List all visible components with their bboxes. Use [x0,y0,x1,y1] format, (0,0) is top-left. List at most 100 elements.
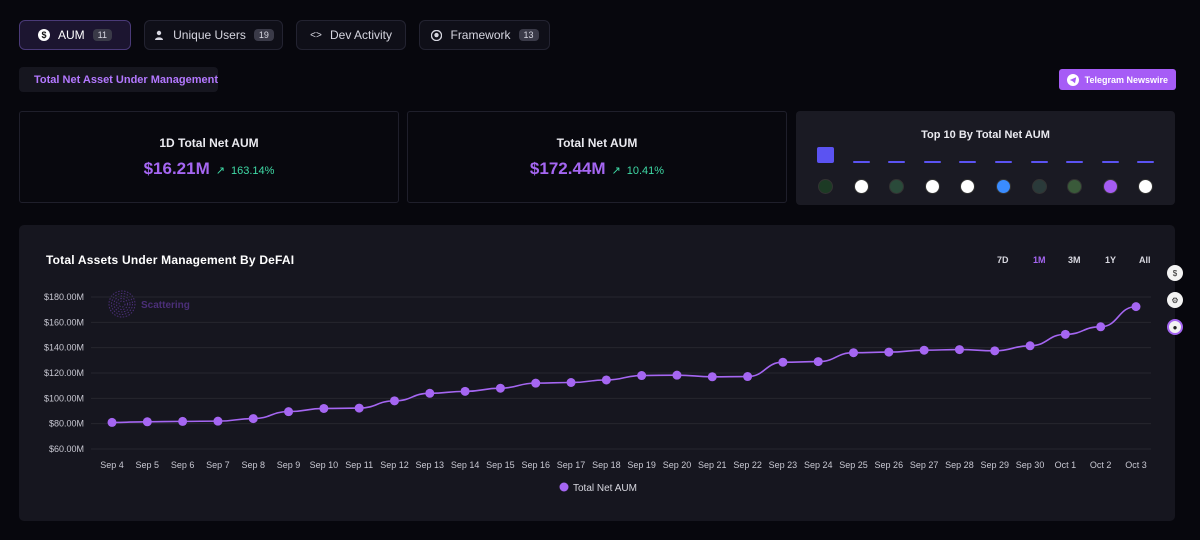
x-tick-label: Sep 29 [980,460,1009,470]
x-tick-label: Sep 20 [663,460,692,470]
tab-dev-activity[interactable]: <> Dev Activity [296,20,406,50]
range-3m[interactable]: 3M [1068,255,1081,265]
x-tick-label: Sep 21 [698,460,727,470]
x-tick-label: Sep 28 [945,460,974,470]
data-point [495,383,505,393]
data-point [1096,322,1106,332]
side-icon-1[interactable]: $ [1167,265,1183,281]
series-line [111,305,1137,424]
code-icon: <> [310,29,322,41]
data-point [707,372,717,382]
x-tick-label: Sep 4 [100,460,124,470]
data-point [248,414,258,424]
y-tick-label: $180.00M [44,292,84,302]
x-tick-label: Sep 14 [451,460,480,470]
total-aum-change: 10.41% [626,164,665,177]
tab-framework[interactable]: Framework 13 [419,20,550,50]
x-tick-label: Sep 13 [416,460,445,470]
data-point [178,416,188,426]
data-point [213,416,223,426]
x-tick-label: Sep 17 [557,460,586,470]
trend-up-icon: ↗ [215,164,225,177]
x-tick-label: Sep 11 [345,460,373,470]
data-point [319,403,329,413]
y-tick-label: $140.00M [44,343,84,353]
x-tick-label: Sep 30 [1016,460,1045,470]
daily-aum-value: $16.21M [143,158,210,178]
badge-icon[interactable] [1102,179,1118,194]
range-all[interactable]: All [1139,255,1151,265]
data-point [1131,302,1141,312]
x-tick-label: Sep 15 [486,460,515,470]
block-icon[interactable] [1138,179,1154,194]
data-point [460,386,470,396]
tab-aum-count: 11 [92,29,112,41]
tab-unique-users[interactable]: Unique Users 19 [144,20,283,50]
y-tick-label: $160.00M [44,317,84,327]
data-point [531,378,541,388]
top10-bar[interactable] [959,161,977,163]
tab-unique-users-label: Unique Users [173,28,246,42]
data-point [954,345,964,355]
data-point [637,371,647,381]
top10-bar[interactable] [923,161,941,163]
x-tick-label: Sep 24 [804,460,833,470]
x-tick-label: Sep 10 [310,460,339,470]
data-point [743,372,753,382]
tab-aum-label: AUM [57,28,85,42]
x-tick-label: Sep 16 [521,460,550,470]
top10-bar[interactable] [995,161,1012,163]
triangle-icon[interactable] [853,179,869,194]
data-point [284,407,294,417]
globe-icon[interactable] [889,179,905,194]
x-tick-label: Sep 27 [910,460,939,470]
x-tick-label: Oct 3 [1125,460,1147,470]
user-icon [153,29,165,41]
data-point [1025,341,1035,351]
data-point [849,348,859,358]
range-7d[interactable]: 7D [997,255,1009,265]
daily-aum-title: 1D Total Net AUM [159,135,259,150]
avatar-icon[interactable] [1067,179,1083,194]
tab-framework-count: 13 [518,29,539,41]
daily-aum-card: 1D Total Net AUM $16.21M ↗ 163.14% [19,111,399,203]
x-tick-label: Sep 19 [627,460,656,470]
telegram-newswire-label: Telegram Newswire [1084,74,1168,85]
top10-bar[interactable] [888,161,906,163]
data-point [354,403,364,413]
range-1y[interactable]: 1Y [1105,255,1117,265]
x-tick-label: Sep 6 [171,460,195,470]
drop-icon[interactable] [996,179,1011,194]
tab-aum[interactable]: $ AUM 11 [19,20,131,50]
top10-bar[interactable] [1101,161,1119,163]
tab-framework-label: Framework [450,28,511,42]
trend-up-icon: ↗ [611,164,621,177]
data-point [919,345,929,355]
top10-bar[interactable] [1137,161,1155,163]
top10-card: Top 10 By Total Net AUM [796,111,1175,205]
aixbt-icon[interactable] [818,179,833,194]
telegram-newswire-button[interactable]: Telegram Newswire [1058,69,1176,90]
top10-bars [796,147,1175,177]
x-icon[interactable] [960,179,976,194]
github-icon [430,29,442,41]
watermark-text: Scattering [141,300,190,311]
range-1m[interactable]: 1M [1033,255,1046,265]
side-icon-2[interactable]: ⚙ [1167,292,1183,308]
data-point [601,375,611,385]
data-point [813,357,823,367]
data-point [107,417,117,427]
top10-title: Top 10 By Total Net AUM [921,129,1050,141]
side-icon-3[interactable]: ● [1167,319,1183,335]
top10-bar[interactable] [1030,161,1048,163]
x-tick-label: Sep 25 [839,460,868,470]
data-point [142,417,152,427]
grid-icon[interactable] [924,179,940,194]
data-point [884,347,894,357]
top10-bar[interactable] [817,147,834,163]
top10-bar[interactable] [1066,161,1084,163]
top10-bar[interactable] [852,161,870,163]
y-tick-label: $100.00M [44,393,84,403]
wave-icon[interactable] [1031,179,1047,194]
legend-label: Total Net AUM [573,483,637,494]
